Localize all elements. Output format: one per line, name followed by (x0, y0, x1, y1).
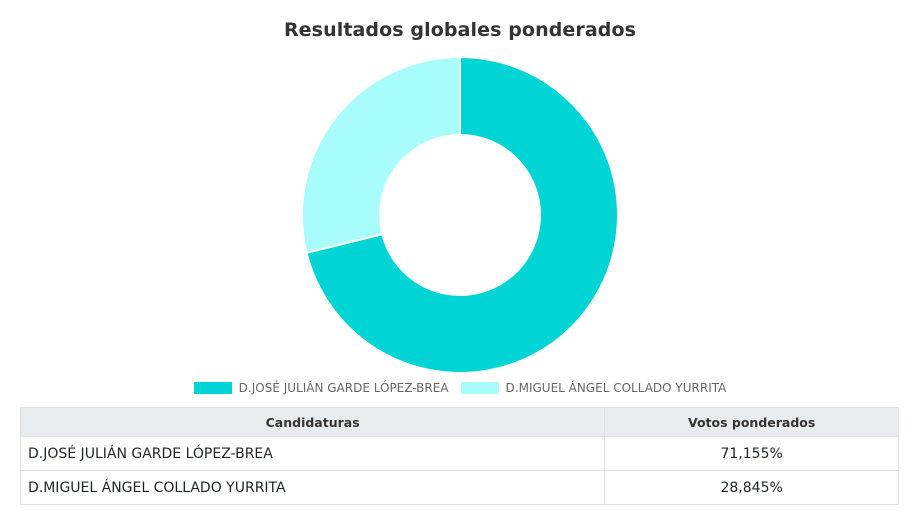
header-candidaturas: Candidaturas (19, 407, 606, 437)
results-table: Candidaturas Votos ponderados D.JOSÉ JUL… (19, 407, 899, 505)
legend-swatch-garde (193, 382, 232, 394)
results-chart: Resultados globales ponderados D.JOSÉ JU… (0, 19, 920, 395)
donut-chart (301, 55, 619, 374)
candidate-votes: 71,155% (604, 436, 899, 471)
table-header-row: Candidaturas Votos ponderados (19, 407, 899, 437)
legend-swatch-collado (460, 382, 499, 394)
candidate-votes: 28,845% (604, 470, 899, 505)
legend-item-garde[interactable]: D.JOSÉ JULIÁN GARDE LÓPEZ-BREA (193, 381, 449, 395)
chart-title: Resultados globales ponderados (283, 19, 637, 41)
table-row: D.JOSÉ JULIÁN GARDE LÓPEZ-BREA 71,155% (19, 436, 899, 471)
legend-label-garde: D.JOSÉ JULIÁN GARDE LÓPEZ-BREA (238, 381, 449, 395)
chart-legend: D.JOSÉ JULIÁN GARDE LÓPEZ-BREA D.MIGUEL … (0, 381, 920, 395)
donut-slice-1[interactable] (301, 55, 461, 255)
legend-item-collado[interactable]: D.MIGUEL ÁNGEL COLLADO YURRITA (460, 381, 727, 395)
donut-slice-0[interactable] (305, 55, 619, 374)
header-votos-ponderados: Votos ponderados (604, 407, 899, 437)
table-row: D.MIGUEL ÁNGEL COLLADO YURRITA 28,845% (19, 470, 899, 505)
legend-label-collado: D.MIGUEL ÁNGEL COLLADO YURRITA (505, 381, 727, 395)
candidate-name: D.MIGUEL ÁNGEL COLLADO YURRITA (19, 470, 606, 505)
candidate-name: D.JOSÉ JULIÁN GARDE LÓPEZ-BREA (19, 436, 606, 471)
